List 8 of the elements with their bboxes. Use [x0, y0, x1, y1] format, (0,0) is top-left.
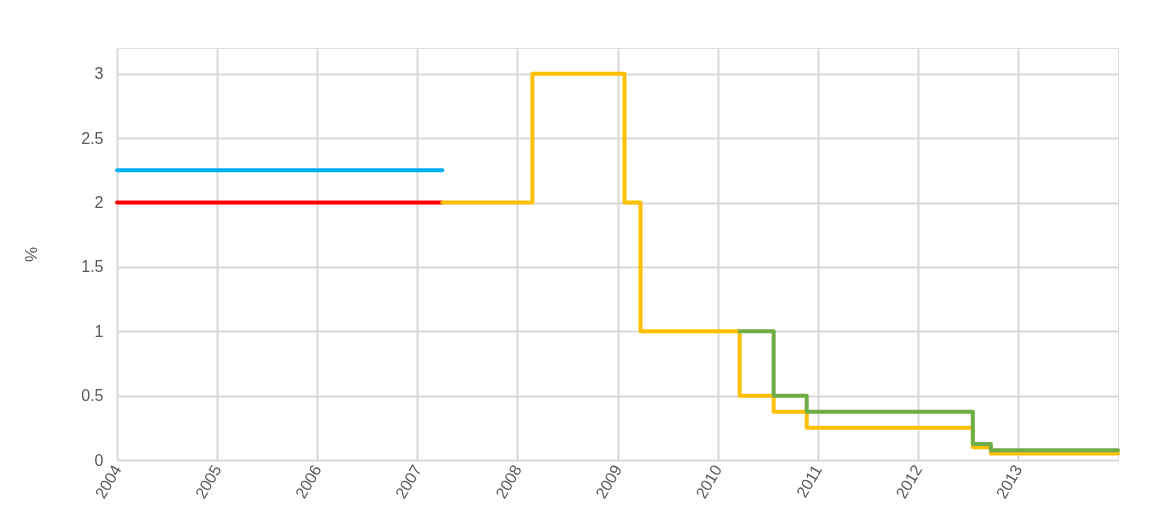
y-tick-label: 2.5 [81, 129, 104, 147]
y-tick-label: 1.5 [81, 258, 104, 276]
y-tick-label: 3 [94, 65, 104, 83]
y-tick-label: 0.5 [81, 387, 104, 405]
y-tick-label: 2 [94, 194, 104, 211]
y-tick-label: 0 [94, 451, 104, 469]
y-axis-title: % [22, 246, 42, 263]
y-tick-label: 1 [94, 322, 104, 340]
